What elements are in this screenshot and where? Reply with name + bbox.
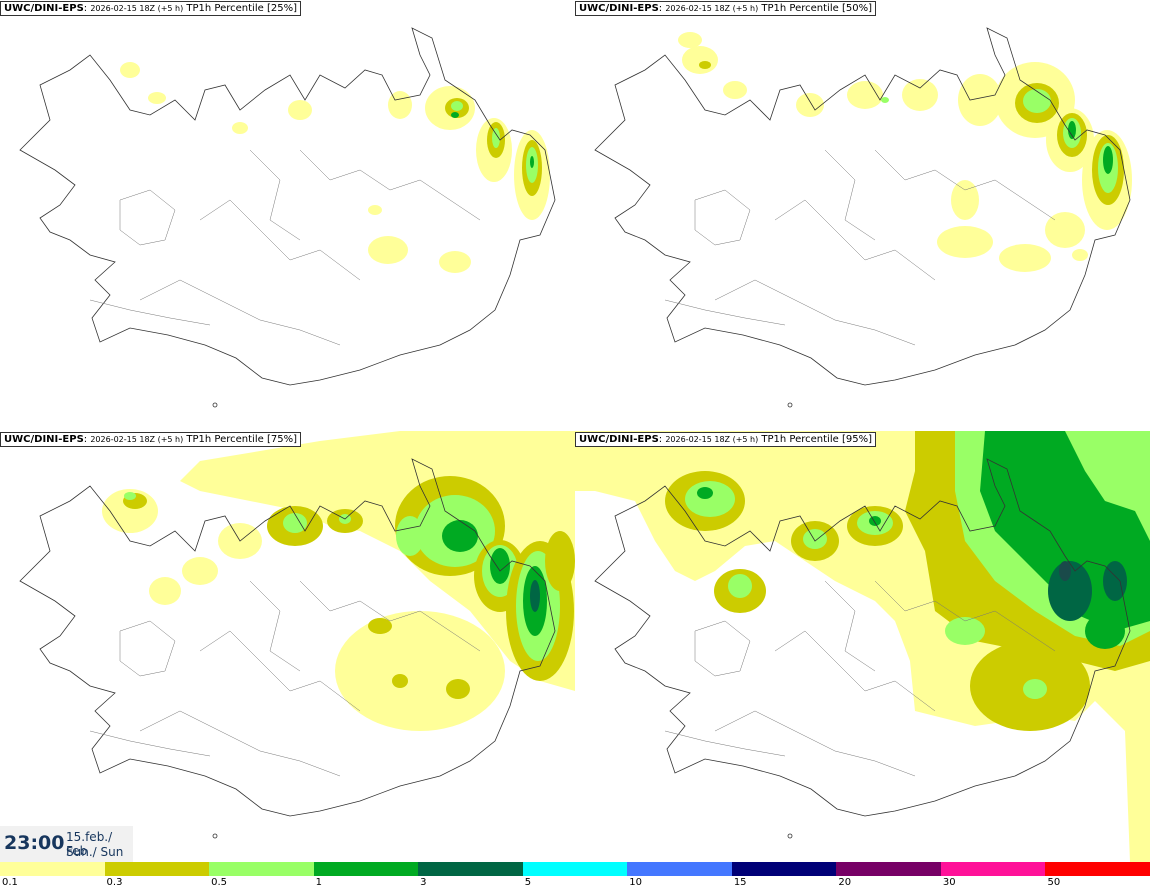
legend-ticks: 0.1 0.3 0.5 1 3 5 10 15 20 30 50 <box>0 876 1150 891</box>
legend-swatch <box>104 862 211 876</box>
legend-swatch <box>627 862 733 876</box>
precip-map <box>19 431 575 839</box>
valid-day: Sun./ Sun <box>66 845 124 859</box>
map-panel-p75: UWC/DINI-EPS: 2026-02-15 18Z (+5 h) TP1h… <box>0 431 575 862</box>
panel-title: UWC/DINI-EPS: 2026-02-15 18Z (+5 h) TP1h… <box>575 1 876 16</box>
legend-swatch <box>836 862 942 876</box>
iceland-coastline <box>19 27 556 408</box>
legend-swatch <box>522 862 629 876</box>
valid-time: 23:00 <box>4 832 65 854</box>
iceland-coastline <box>594 458 1131 839</box>
legend-tick-label: 10 <box>629 877 642 888</box>
legend-tick-label: 15 <box>733 877 747 888</box>
color-legend <box>0 862 1150 876</box>
panel-title: UWC/DINI-EPS: 2026-02-15 18Z (+5 h) TP1h… <box>0 432 301 447</box>
precip-shading <box>120 62 550 273</box>
legend-swatch <box>418 862 524 876</box>
legend-tick-label: 3 <box>420 877 427 888</box>
map-panel-p25: UWC/DINI-EPS: 2026-02-15 18Z (+5 h) TP1h… <box>0 0 575 431</box>
map-panel-p50: UWC/DINI-EPS: 2026-02-15 18Z (+5 h) TP1h… <box>575 0 1150 431</box>
legend-tick-label: 1 <box>315 877 322 888</box>
legend-tick-label: 30 <box>942 877 956 888</box>
precip-shading <box>678 32 1132 272</box>
legend-swatch <box>940 862 1047 876</box>
legend-tick-label: 0.1 <box>2 877 18 888</box>
panel-title: UWC/DINI-EPS: 2026-02-15 18Z (+5 h) TP1h… <box>0 1 301 16</box>
legend-tick-label: 5 <box>524 877 532 888</box>
legend-tick-label: 50 <box>1047 877 1061 888</box>
legend-swatch <box>0 862 106 876</box>
legend-tick-label: 0.5 <box>211 877 227 888</box>
legend-swatch <box>209 862 315 876</box>
map-panel-p95: UWC/DINI-EPS: 2026-02-15 18Z (+5 h) TP1h… <box>575 431 1150 862</box>
precip-shading <box>575 431 1150 862</box>
legend-swatch <box>313 862 420 876</box>
legend-tick-label: 0.3 <box>106 877 123 888</box>
legend-swatch <box>731 862 838 876</box>
valid-date: 15.feb./ Feb <box>66 830 113 858</box>
legend-tick-label: 20 <box>838 877 852 888</box>
valid-time-box: 23:00 15.feb./ Feb Sun./ Sun <box>0 826 133 862</box>
precip-map <box>575 431 1150 862</box>
legend-swatch <box>1045 862 1150 876</box>
iceland-coastline <box>19 458 556 839</box>
precip-map <box>19 27 556 408</box>
precip-map <box>594 27 1132 408</box>
iceland-coastline <box>594 27 1131 408</box>
panel-title: UWC/DINI-EPS: 2026-02-15 18Z (+5 h) TP1h… <box>575 432 876 447</box>
precip-shading <box>102 431 575 731</box>
